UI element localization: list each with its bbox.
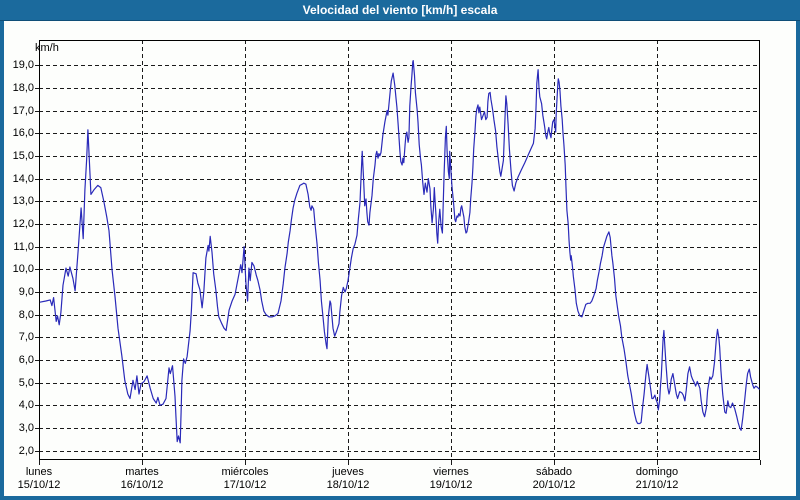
x-axis-day-label: viernes 19/10/12 xyxy=(406,466,496,492)
y-axis-unit-label: km/h xyxy=(35,42,59,54)
y-axis-tick-label: 18,0 xyxy=(12,81,34,94)
y-axis-tick-label: 19,0 xyxy=(12,59,34,72)
chart-content-area: km/h 19,0 18,0 17,0 16,0 15,0 14,0 13,0 12,0 11,… xyxy=(4,21,796,496)
y-axis-tick-label: 3,0 xyxy=(18,422,34,435)
wind-speed-line-chart xyxy=(35,40,761,465)
day-name-label: lunes xyxy=(25,466,53,478)
x-axis-day-label: lunes 15/10/12 xyxy=(4,466,84,492)
window-titlebar: Velocidad del viento [km/h] escala xyxy=(0,0,800,21)
y-axis-tick-label: 6,0 xyxy=(18,353,34,366)
day-date-label: 21/10/12 xyxy=(635,479,679,491)
day-name-label: sábado xyxy=(535,466,573,478)
y-axis-tick-label: 7,0 xyxy=(18,331,34,344)
x-axis-day-label: domingo 21/10/12 xyxy=(612,466,702,492)
day-date-label: 19/10/12 xyxy=(429,479,473,491)
x-axis-day-label: sábado 20/10/12 xyxy=(509,466,599,492)
day-name-label: miércoles xyxy=(221,466,269,478)
day-date-label: 18/10/12 xyxy=(326,479,370,491)
wind-speed-series-line xyxy=(39,60,761,444)
x-axis-day-label: martes 16/10/12 xyxy=(97,466,187,492)
y-axis-tick-label: 4,0 xyxy=(18,399,34,412)
window-title: Velocidad del viento [km/h] escala xyxy=(302,3,498,17)
day-date-label: 15/10/12 xyxy=(17,479,61,491)
y-axis-tick-label: 17,0 xyxy=(12,104,34,117)
day-name-label: martes xyxy=(125,466,159,478)
y-axis-tick-label: 5,0 xyxy=(18,376,34,389)
y-axis-tick-label: 15,0 xyxy=(12,149,34,162)
day-name-label: jueves xyxy=(332,466,364,478)
day-date-label: 16/10/12 xyxy=(120,479,164,491)
y-axis-tick-label: 2,0 xyxy=(18,444,34,457)
y-axis-tick-label: 10,0 xyxy=(12,263,34,276)
y-axis-tick-label: 14,0 xyxy=(12,172,34,185)
y-axis-tick-label: 9,0 xyxy=(18,285,34,298)
x-axis-day-label: miércoles 17/10/12 xyxy=(200,466,290,492)
y-axis-tick-label: 8,0 xyxy=(18,308,34,321)
y-axis-tick-label: 11,0 xyxy=(13,240,34,253)
day-date-label: 17/10/12 xyxy=(223,479,267,491)
y-axis-tick-label: 12,0 xyxy=(12,217,34,230)
y-axis-tick-label: 16,0 xyxy=(12,127,34,140)
plot-area xyxy=(35,40,761,465)
plot-border xyxy=(39,40,760,460)
day-name-label: viernes xyxy=(433,466,469,478)
x-axis-day-label: jueves 18/10/12 xyxy=(303,466,393,492)
day-date-label: 20/10/12 xyxy=(532,479,576,491)
day-name-label: domingo xyxy=(635,466,679,478)
y-axis-tick-label: 13,0 xyxy=(12,195,34,208)
